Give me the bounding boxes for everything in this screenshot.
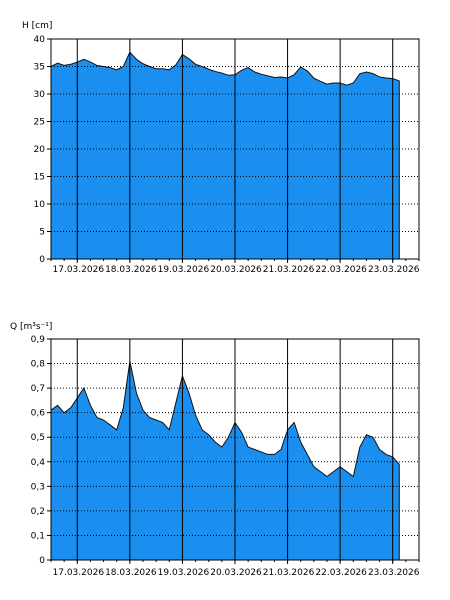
chart-panel-1: 0 5 10 15 20 25 30 35 40 17.03.2026 18.03.2026 19.0…	[22, 21, 420, 275]
series-area	[51, 361, 400, 560]
x-tick-label: 20.03.2026	[210, 568, 262, 578]
x-tick-label: 21.03.2026	[263, 265, 315, 275]
x-tick-label: 19.03.2026	[158, 568, 210, 578]
y-tick-label: 0,5	[31, 433, 45, 443]
x-tick-label: 18.03.2026	[105, 265, 157, 275]
x-tick-label: 18.03.2026	[105, 568, 157, 578]
y-tick-label: 35	[34, 63, 45, 73]
y-tick-label: 30	[34, 90, 46, 100]
x-tick-label: 19.03.2026	[158, 265, 210, 275]
series-line	[50, 360, 400, 478]
y-tick-label: 0,7	[31, 384, 45, 394]
y-tick-label: 0,1	[31, 531, 45, 541]
y-tick-label: 5	[39, 228, 45, 238]
x-tick-label: 22.03.2026	[315, 568, 367, 578]
y-tick-label: 0,8	[31, 360, 46, 370]
plot-frame	[50, 338, 420, 561]
x-tick-label: 23.03.2026	[368, 265, 420, 275]
y-tick-label: 0	[39, 556, 45, 566]
y-axis-label: H [cm]	[22, 21, 52, 31]
y-tick-label: 0,4	[31, 458, 46, 468]
y-tick-label: 0,9	[31, 335, 46, 345]
x-tick-label: 17.03.2026	[53, 265, 105, 275]
x-tick-label: 23.03.2026	[368, 568, 420, 578]
series-area	[51, 52, 400, 260]
series-line	[50, 51, 400, 86]
y-tick-label: 40	[34, 35, 46, 45]
plot-frame	[50, 38, 420, 260]
x-tick-label: 21.03.2026	[263, 568, 315, 578]
y-axis-label: Q [m³s⁻¹]	[10, 322, 52, 332]
y-tick-label: 0	[39, 255, 45, 265]
y-tick-label: 15	[34, 173, 45, 183]
y-tick-label: 0,3	[31, 482, 45, 492]
y-tick-label: 0,6	[31, 409, 46, 419]
y-tick-label: 0,2	[31, 507, 45, 517]
x-tick-label: 17.03.2026	[53, 568, 105, 578]
x-tick-label: 20.03.2026	[210, 265, 262, 275]
y-tick-label: 25	[34, 118, 45, 128]
y-tick-label: 20	[34, 145, 46, 155]
y-tick-label: 10	[34, 200, 46, 210]
chart-panel-2: 0 0,1 0,2 0,3 0,4 0,5 0,6 0,7 0,8 0,9 17.03.2026 18…	[10, 322, 420, 578]
x-tick-label: 22.03.2026	[315, 265, 367, 275]
